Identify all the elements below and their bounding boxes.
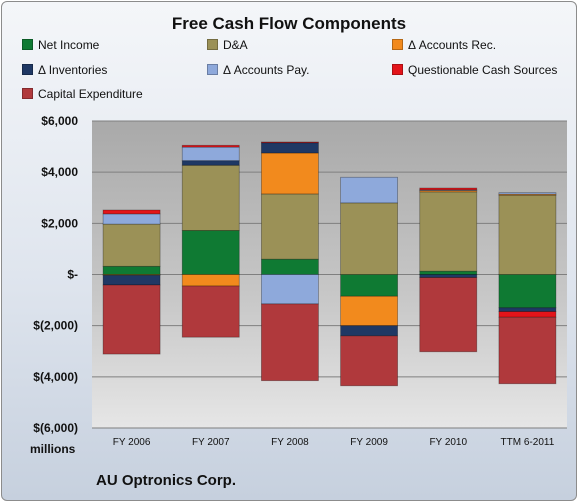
bar-segment [102, 223, 161, 267]
bar-segment [261, 142, 319, 154]
bar-segment [181, 230, 240, 275]
bar-segment [261, 303, 319, 382]
bar-segment [181, 164, 240, 231]
bar-segment [340, 335, 398, 387]
bar-segment [340, 176, 398, 204]
bar-segment [261, 152, 319, 195]
bar-segment [181, 160, 240, 166]
bar-segment [498, 316, 557, 385]
legend-label: Questionable Cash Sources [408, 63, 558, 77]
bar-segment [181, 274, 240, 287]
x-tick-label: FY 2006 [113, 437, 151, 448]
x-tick-label: TTM 6-2011 [501, 437, 555, 448]
bar-segment [181, 144, 240, 148]
legend-item-inventories: Δ Inventories [22, 63, 107, 77]
legend-label: Capital Expenditure [38, 87, 143, 101]
bar-segment [498, 194, 557, 275]
bar-segment [261, 193, 319, 260]
bar-segment [419, 274, 478, 278]
bar-segment [102, 265, 161, 275]
legend-label: Δ Inventories [38, 63, 108, 77]
y-tick-label: $6,000 [41, 114, 78, 128]
bar-segment [498, 307, 557, 312]
legend-item-da: D&A [207, 38, 248, 52]
y-tick-label: $- [67, 268, 78, 282]
legend-swatch [392, 64, 403, 75]
x-tick-label: FY 2008 [271, 437, 309, 448]
y-tick-label: $4,000 [41, 165, 78, 179]
bar-segment [340, 202, 398, 275]
bar-segment [340, 295, 398, 327]
legend-swatch [207, 64, 218, 75]
legend-item-questionable-cash: Questionable Cash Sources [392, 63, 557, 77]
x-tick-label: FY 2010 [429, 437, 467, 448]
bar-segment [419, 270, 478, 275]
units-label: millions [30, 442, 76, 456]
chart-title: Free Cash Flow Components [171, 14, 407, 33]
bar-segment [261, 274, 319, 305]
legend-item-capital-expenditure: Capital Expenditure [22, 87, 143, 101]
y-tick-label: $(4,000) [33, 370, 78, 384]
bar-segment [340, 274, 398, 297]
bar-segment [498, 192, 557, 195]
y-tick-label: $2,000 [41, 216, 78, 230]
legend-label: D&A [223, 38, 248, 52]
bar-segment [261, 141, 319, 144]
bar-segment [498, 311, 557, 318]
legend-label: Δ Accounts Pay. [223, 63, 310, 77]
bar-segment [419, 277, 478, 353]
x-tick-label: FY 2009 [350, 437, 388, 448]
legend-label: Net Income [38, 38, 100, 52]
bar-segment [102, 274, 161, 286]
bar-segment [181, 146, 240, 162]
legend-item-net-income: Net Income [22, 38, 99, 52]
legend-swatch [207, 39, 218, 50]
y-tick-label: $(6,000) [33, 421, 78, 435]
bar-segment [498, 274, 557, 309]
legend-swatch [22, 64, 33, 75]
legend-swatch [22, 88, 33, 99]
legend-item-accounts-rec: Δ Accounts Rec. [392, 38, 496, 52]
bar-segment [102, 284, 161, 355]
company-name: AU Optronics Corp. [96, 472, 237, 489]
legend-swatch [22, 39, 33, 50]
x-tick-label: FY 2007 [192, 437, 230, 448]
bar-segment [340, 325, 398, 337]
bar-segment [102, 209, 161, 215]
legend-swatch [392, 39, 403, 50]
bar-segment [102, 213, 161, 225]
y-tick-label: $(2,000) [33, 319, 78, 333]
bar-segment [419, 187, 478, 191]
bar-segment [419, 191, 478, 272]
bar-segment [181, 285, 240, 338]
legend-label: Δ Accounts Rec. [408, 38, 497, 52]
bar-segment [261, 258, 319, 275]
legend-item-accounts-pay: Δ Accounts Pay. [207, 63, 310, 77]
